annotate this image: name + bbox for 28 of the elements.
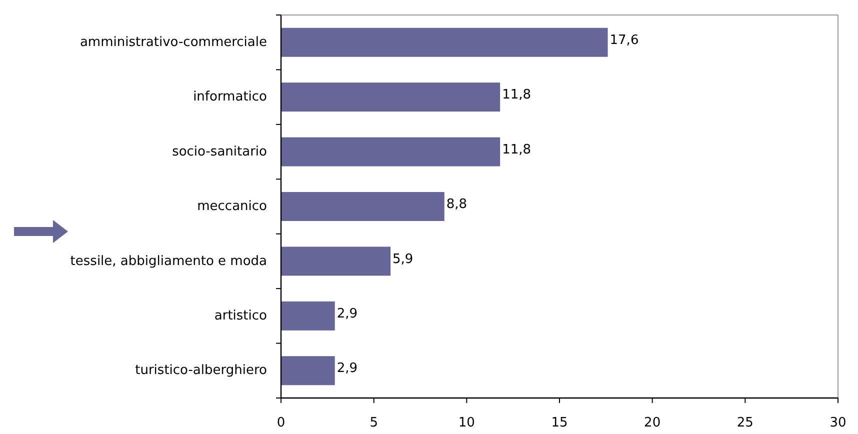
data-label: 11,8 bbox=[502, 88, 532, 103]
y-tick-label: meccanico bbox=[197, 199, 268, 214]
y-tick-label: artistico bbox=[214, 308, 268, 324]
x-tick-label: 0 bbox=[276, 416, 286, 431]
x-tick-label: 25 bbox=[736, 416, 754, 431]
bar bbox=[281, 246, 391, 276]
data-label: 2,9 bbox=[336, 361, 358, 376]
bar bbox=[281, 28, 608, 57]
x-tick-label: 30 bbox=[830, 416, 846, 431]
x-tick-label: 10 bbox=[458, 416, 475, 431]
y-tick-label: amministrativo-commerciale bbox=[80, 34, 267, 50]
x-tick-label: 15 bbox=[551, 416, 568, 431]
data-label: 5,9 bbox=[392, 252, 414, 267]
y-tick-label: informatico bbox=[193, 90, 268, 105]
x-tick-label: 20 bbox=[644, 416, 661, 431]
data-label: 17,6 bbox=[610, 32, 639, 48]
bar bbox=[281, 356, 335, 386]
bar bbox=[281, 192, 444, 221]
data-label: 8,8 bbox=[446, 197, 468, 212]
data-label: 2,9 bbox=[336, 306, 358, 322]
data-label: 11,8 bbox=[502, 142, 532, 158]
bar bbox=[281, 301, 335, 330]
bar bbox=[281, 82, 500, 112]
y-tick-label: tessile, abbigliamento e moda bbox=[70, 254, 267, 269]
y-tick-label: turistico-alberghiero bbox=[135, 363, 268, 378]
y-tick-label: socio-sanitario bbox=[172, 144, 268, 160]
x-tick-label: 5 bbox=[370, 416, 378, 431]
bar bbox=[281, 137, 500, 166]
